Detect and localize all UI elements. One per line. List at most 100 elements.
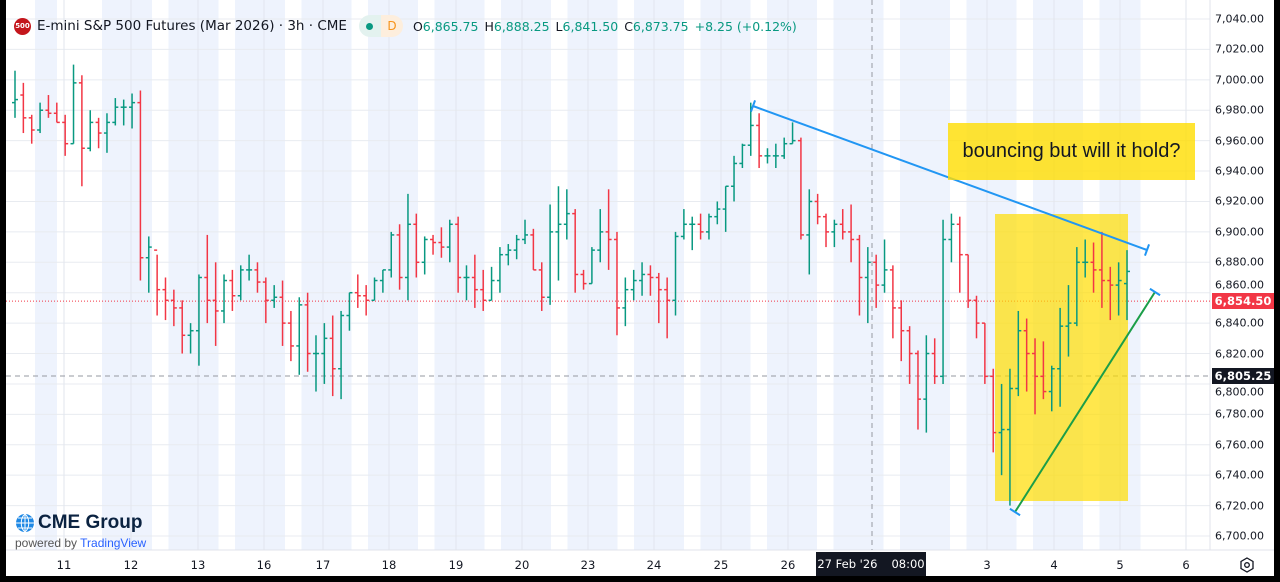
ohlc-bar bbox=[371, 277, 378, 302]
delayed-badge[interactable]: D bbox=[380, 15, 403, 37]
ohlc-bar bbox=[446, 219, 453, 263]
ohlc-bar bbox=[70, 64, 77, 145]
ohlc-bar bbox=[1107, 266, 1114, 321]
ohlc-bar bbox=[731, 155, 738, 202]
session-band bbox=[235, 0, 285, 550]
ohlc-bar bbox=[1057, 307, 1064, 407]
ohlc-bar bbox=[613, 231, 620, 336]
ohlc-bar bbox=[246, 254, 253, 281]
support-trendline bbox=[1014, 291, 1156, 513]
price-axis-label: 6,860.00 bbox=[1215, 278, 1264, 292]
ohlc-bar bbox=[1082, 239, 1089, 278]
price-axis-label: 6,780.00 bbox=[1215, 407, 1264, 421]
ohlc-bar bbox=[563, 189, 570, 240]
ohlc-bar bbox=[680, 209, 687, 240]
time-axis-label: 3 bbox=[983, 558, 991, 572]
price-axis-label: 6,980.00 bbox=[1215, 103, 1264, 117]
chart-pane[interactable]: 500 E-mini S&P 500 Futures (Mar 2026) · … bbox=[6, 0, 1274, 576]
ohlc-bar bbox=[20, 82, 27, 134]
ohlc-bar bbox=[488, 266, 495, 302]
time-axis-label: 17 bbox=[315, 558, 331, 572]
crosshair-time-label: 27 Feb '26 08:00 bbox=[816, 552, 926, 576]
cme-logo-text: CME Group bbox=[38, 512, 143, 533]
ohlc-bar bbox=[496, 247, 503, 293]
ohlc-bar bbox=[162, 277, 169, 321]
axis-settings-icon[interactable] bbox=[1239, 557, 1255, 573]
text-annotation[interactable]: bouncing but will it hold? bbox=[948, 123, 1195, 180]
ohlc-bar bbox=[1023, 318, 1030, 392]
ohlc-bar bbox=[304, 292, 311, 372]
branding[interactable]: CME Group powered by TradingView bbox=[15, 512, 147, 550]
ohlc-bar bbox=[538, 262, 545, 311]
ohlc-bar bbox=[137, 90, 144, 281]
time-axis-label: 19 bbox=[448, 558, 464, 572]
ohlc-bar bbox=[697, 213, 704, 240]
tradingview-link[interactable]: TradingView bbox=[80, 536, 147, 550]
ohlc-bar bbox=[53, 102, 60, 124]
ohlc-bar bbox=[906, 326, 913, 384]
ohlc-bar bbox=[998, 383, 1005, 476]
session-band bbox=[501, 0, 551, 550]
time-axis-label: 24 bbox=[646, 558, 662, 572]
ohlc-bar bbox=[647, 265, 654, 296]
time-axis-label: 25 bbox=[713, 558, 729, 572]
session-band bbox=[833, 0, 884, 550]
time-axis-label: 11 bbox=[56, 558, 72, 572]
ohlc-bar bbox=[1006, 368, 1013, 506]
ohlc-bar bbox=[28, 114, 35, 144]
price-axis-label: 6,800.00 bbox=[1215, 385, 1264, 399]
ohlc-bar bbox=[103, 113, 110, 153]
ohlc-bar bbox=[655, 272, 662, 324]
ohlc-bar bbox=[221, 274, 228, 324]
ohlc-low: L6,841.50 bbox=[555, 18, 619, 34]
ohlc-bar bbox=[413, 213, 420, 278]
symbol-title[interactable]: E-mini S&P 500 Futures (Mar 2026) · 3h ·… bbox=[37, 18, 347, 34]
ohlc-open: O6,865.75 bbox=[412, 18, 479, 34]
ohlc-bar bbox=[154, 249, 161, 316]
last-price-label: 6,854.50 bbox=[1212, 293, 1274, 310]
price-axis-label: 7,040.00 bbox=[1215, 12, 1264, 26]
ohlc-bar bbox=[764, 148, 771, 164]
ohlc-bar bbox=[722, 185, 729, 232]
session-band bbox=[767, 0, 817, 550]
resistance-trendline-end-handle bbox=[1144, 244, 1150, 256]
ohlc-bar bbox=[296, 297, 303, 375]
ohlc-bar bbox=[831, 219, 838, 248]
ohlc-bar bbox=[965, 253, 972, 308]
ohlc-bar bbox=[129, 93, 136, 129]
time-axis-label: 18 bbox=[381, 558, 397, 572]
ohlc-bar bbox=[839, 209, 846, 240]
ohlc-bar bbox=[597, 209, 604, 263]
ohlc-bar bbox=[321, 323, 328, 384]
ohlc-bar bbox=[522, 219, 529, 245]
ohlc-bar bbox=[388, 231, 395, 278]
globe-icon bbox=[16, 513, 34, 533]
ohlc-bar bbox=[789, 122, 796, 145]
ohlc-bar bbox=[547, 204, 554, 305]
session-band bbox=[900, 0, 950, 550]
ohlc-bar bbox=[948, 213, 955, 263]
ohlc-bar bbox=[463, 265, 470, 301]
symbol-header: 500 E-mini S&P 500 Futures (Mar 2026) · … bbox=[14, 14, 797, 38]
price-chart[interactable] bbox=[6, 0, 1274, 576]
price-axis-label: 6,840.00 bbox=[1215, 316, 1264, 330]
ohlc-bar bbox=[62, 114, 69, 156]
ohlc-bar bbox=[605, 189, 612, 270]
session-band bbox=[168, 0, 219, 550]
ohlc-bar bbox=[329, 315, 336, 397]
ohlc-bar bbox=[530, 228, 537, 271]
ohlc-bar bbox=[956, 216, 963, 293]
price-axis-label: 7,000.00 bbox=[1215, 73, 1264, 87]
ohlc-bar bbox=[664, 277, 671, 339]
market-status-pill[interactable]: D bbox=[358, 15, 403, 37]
ohlc-bar bbox=[170, 289, 177, 327]
ohlc-bar bbox=[438, 227, 445, 258]
ohlc-bar bbox=[229, 269, 236, 311]
ohlc-bar bbox=[471, 254, 478, 308]
ohlc-bar bbox=[12, 70, 18, 118]
time-axis-label: 4 bbox=[1050, 558, 1058, 572]
ohlc-bar bbox=[848, 204, 855, 263]
ohlc-bar bbox=[1098, 231, 1105, 308]
ohlc-bar bbox=[145, 236, 152, 293]
ohlc-bar bbox=[931, 338, 938, 384]
